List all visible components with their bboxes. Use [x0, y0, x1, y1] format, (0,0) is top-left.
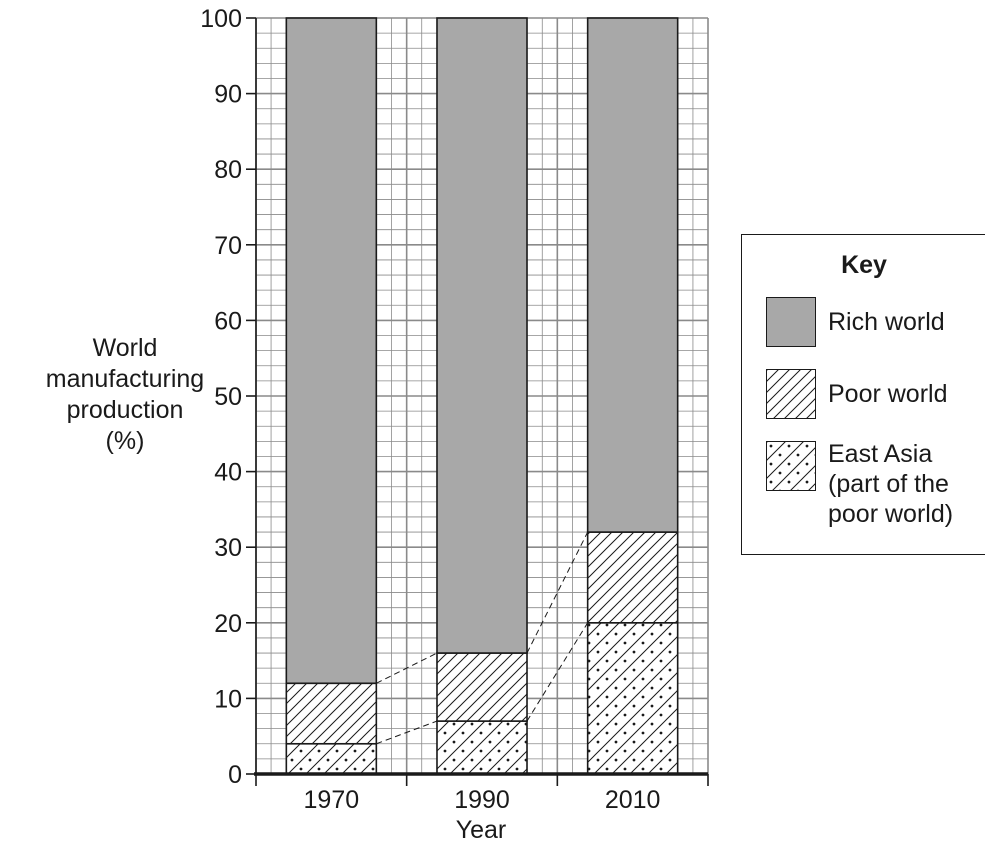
bars: [285, 17, 679, 775]
y-tick-label: 20: [214, 610, 242, 638]
y-tick-label: 90: [214, 81, 242, 109]
y-tick-label: 50: [214, 383, 242, 411]
bar-segment-rich-world-1990: [436, 17, 528, 654]
x-tick-label: 1990: [454, 786, 510, 814]
bar-segment-poor-world-1970: [285, 682, 378, 745]
x-tick-label: 1970: [304, 786, 360, 814]
legend-swatch-poor-world: [766, 369, 816, 419]
y-tick-label: 10: [214, 685, 242, 713]
bar-segment-rich-world-1970: [285, 17, 378, 685]
bar-segment-poor-world-1990: [436, 652, 528, 722]
y-tick-label: 70: [214, 232, 242, 260]
legend: Key Rich world Poor world East Asia (par…: [741, 234, 985, 555]
connector-line-poor-world: [376, 652, 438, 684]
axes: 0 10 20 30 40 50 60 70 80 90 100 1970 1990 2010: [200, 5, 709, 814]
connector-line-east-asia: [376, 720, 438, 745]
connector-lines: [376, 531, 589, 745]
bar-segment-rich-world-2010: [586, 17, 679, 533]
connector-line-poor-world: [526, 531, 589, 654]
y-axis-title-line: manufacturing: [46, 365, 204, 393]
bar-segment-poor-world-2010: [586, 531, 679, 624]
y-tick-label: 60: [214, 307, 242, 335]
legend-label-poor-world: Poor world: [828, 380, 948, 408]
y-tick-label: 40: [214, 459, 242, 487]
y-tick-label: 0: [228, 761, 242, 789]
legend-item-east-asia: East Asia (part of the poor world): [766, 440, 954, 529]
y-axis-title-line: World: [93, 334, 158, 362]
legend-item-rich-world: Rich world: [766, 297, 945, 347]
legend-swatch-rich-world: [766, 297, 816, 347]
legend-label-rich-world: Rich world: [828, 308, 945, 336]
bar-segment-east-asia-1990: [436, 720, 528, 775]
y-axis-title-line: production: [67, 396, 184, 424]
y-tick-label: 30: [214, 534, 242, 562]
legend-swatch-east-asia: [766, 441, 816, 491]
y-axis-title-line: (%): [106, 427, 145, 455]
bar-segment-east-asia-1970: [285, 742, 378, 775]
x-tick-label: 2010: [605, 786, 661, 814]
y-tick-label: 80: [214, 156, 242, 184]
y-axis-title: World manufacturing production (%): [46, 334, 204, 455]
legend-label-east-asia: East Asia (part of the poor world): [828, 440, 954, 528]
x-axis-title: Year: [456, 816, 507, 844]
bar-segment-east-asia-2010: [586, 621, 679, 775]
legend-item-poor-world: Poor world: [766, 369, 948, 419]
legend-title: Key: [841, 251, 887, 279]
y-tick-label: 100: [200, 5, 242, 33]
